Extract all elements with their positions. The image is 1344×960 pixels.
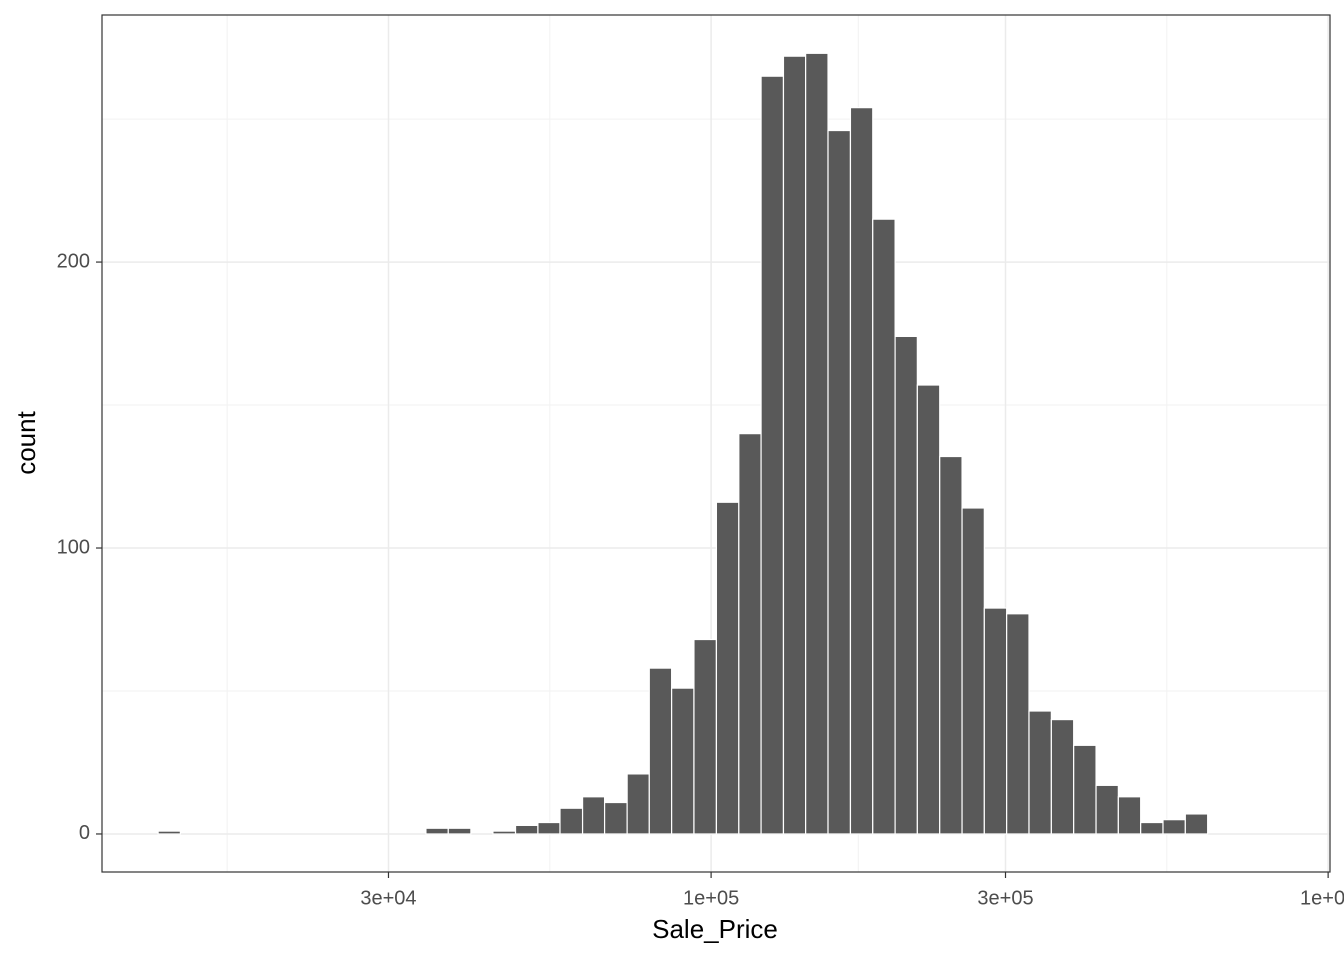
bar bbox=[715, 501, 740, 835]
bar bbox=[760, 75, 785, 835]
y-tick-label: 100 bbox=[57, 536, 90, 558]
bar bbox=[447, 827, 472, 835]
x-tick-label: 1e+06 bbox=[1300, 887, 1344, 909]
bar bbox=[559, 807, 584, 835]
bar bbox=[1095, 784, 1119, 835]
bar bbox=[1050, 718, 1075, 835]
bar bbox=[738, 433, 762, 835]
bar bbox=[537, 821, 561, 835]
bar bbox=[1073, 744, 1097, 835]
bar bbox=[805, 52, 829, 835]
bar bbox=[671, 687, 695, 835]
bar bbox=[916, 384, 941, 835]
bar bbox=[939, 455, 963, 835]
y-tick-label: 200 bbox=[57, 250, 90, 272]
x-tick-label: 1e+05 bbox=[683, 887, 739, 909]
bar bbox=[648, 667, 673, 835]
bar bbox=[1117, 796, 1142, 835]
bar bbox=[1184, 813, 1209, 835]
bar bbox=[492, 830, 517, 835]
x-axis-title: Sale_Price bbox=[652, 914, 778, 944]
y-axis-title: count bbox=[11, 410, 41, 474]
bar bbox=[693, 638, 718, 835]
bar bbox=[157, 830, 181, 835]
x-tick-label: 3e+04 bbox=[360, 887, 416, 909]
bar bbox=[514, 824, 539, 835]
bar bbox=[626, 773, 650, 835]
bar bbox=[1140, 821, 1164, 835]
bars bbox=[157, 52, 1209, 835]
bar bbox=[1006, 613, 1030, 835]
bar bbox=[894, 335, 918, 835]
bar bbox=[1028, 710, 1052, 835]
bar bbox=[849, 107, 874, 835]
bar bbox=[961, 507, 985, 835]
panel-border bbox=[101, 14, 1331, 873]
bar bbox=[782, 55, 807, 835]
bar bbox=[603, 801, 628, 835]
bar bbox=[425, 827, 449, 835]
bar bbox=[983, 607, 1008, 835]
y-tick-label: 0 bbox=[79, 822, 90, 844]
bar bbox=[581, 796, 606, 835]
x-tick-label: 3e+05 bbox=[977, 887, 1033, 909]
bar bbox=[872, 218, 896, 835]
bar bbox=[1162, 819, 1186, 835]
bar bbox=[827, 129, 852, 835]
